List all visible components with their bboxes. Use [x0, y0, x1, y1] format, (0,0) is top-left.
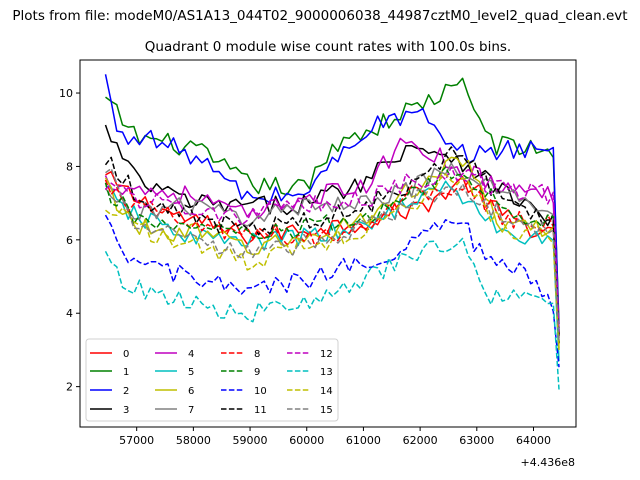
series-line-13	[104, 237, 560, 390]
legend-label-3: 3	[123, 405, 129, 416]
legend-label-8: 8	[254, 349, 260, 360]
x-tick-label: 64000	[516, 434, 551, 447]
legend-label-12: 12	[320, 349, 333, 360]
series-line-3	[104, 124, 560, 343]
series-line-11	[104, 146, 560, 337]
x-offset-label: +4.436e8	[521, 456, 575, 469]
x-tick-label: 60000	[289, 434, 324, 447]
y-tick-label: 4	[66, 307, 73, 320]
x-tick-label: 63000	[459, 434, 494, 447]
x-tick-label: 61000	[346, 434, 381, 447]
series-line-9	[104, 166, 560, 343]
legend-label-13: 13	[320, 367, 333, 378]
x-tick-label: 58000	[176, 434, 211, 447]
legend-label-15: 15	[320, 405, 333, 416]
x-tick-label: 62000	[403, 434, 438, 447]
plot-frame	[79, 59, 577, 428]
legend-label-7: 7	[188, 405, 194, 416]
y-tick-label: 2	[66, 381, 73, 394]
legend-label-0: 0	[123, 349, 129, 360]
x-tick-label: 59000	[233, 434, 268, 447]
series-layer	[104, 74, 560, 390]
series-line-0	[105, 170, 560, 338]
figure-suptitle: Plots from file: modeM0/AS1A13_044T02_90…	[12, 8, 627, 24]
legend-label-14: 14	[320, 386, 333, 397]
legend-label-4: 4	[188, 349, 194, 360]
series-line-15	[105, 167, 560, 343]
legend-label-1: 1	[123, 367, 129, 378]
x-tick-label: 57000	[119, 434, 154, 447]
series-line-5	[105, 180, 560, 362]
y-tick-label: 6	[66, 234, 73, 247]
legend-label-2: 2	[123, 386, 129, 397]
legend-label-9: 9	[254, 367, 260, 378]
axes-layer: 57000 58000 59000 60000 61000 62000 63000 64000…	[59, 59, 577, 447]
series-line-2	[104, 74, 560, 332]
legend-label-11: 11	[254, 405, 267, 416]
legend-label-6: 6	[188, 386, 194, 397]
series-line-7	[104, 162, 560, 334]
y-tick-label: 8	[66, 160, 73, 173]
legend-label-5: 5	[188, 367, 194, 378]
series-line-12	[104, 166, 560, 332]
legend-box	[85, 338, 339, 422]
y-tick-label: 10	[59, 87, 73, 100]
legend-label-10: 10	[254, 386, 267, 397]
series-line-10	[104, 214, 560, 368]
chart-title: Quadrant 0 module wise count rates with …	[145, 39, 511, 55]
series-line-14	[105, 173, 560, 350]
